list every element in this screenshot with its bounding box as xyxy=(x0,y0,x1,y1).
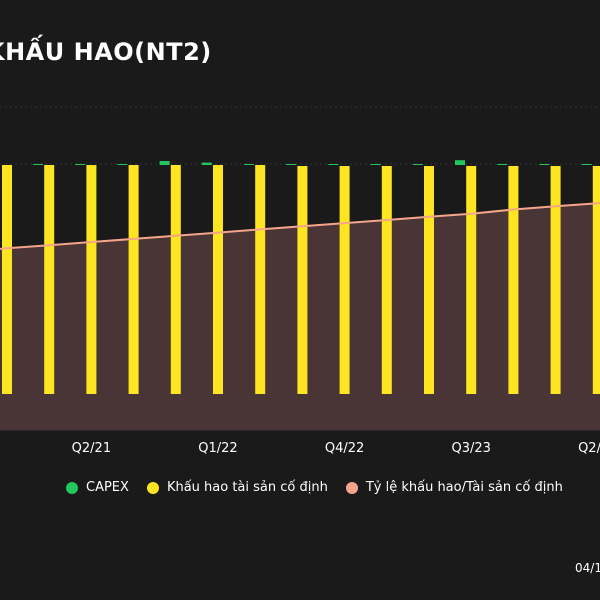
capex-legend-icon xyxy=(66,481,78,494)
depreciation-bar xyxy=(255,165,266,394)
depreciation-bar xyxy=(550,166,561,394)
chart-title: KHẤU HAO(NT2) xyxy=(0,38,212,66)
depreciation-bar xyxy=(339,166,350,394)
depreciation-legend-icon xyxy=(146,481,159,494)
capex-bar xyxy=(286,164,297,165)
depreciation-bar xyxy=(170,165,181,394)
capex-bar xyxy=(412,164,423,165)
ratio-legend-icon xyxy=(345,481,358,494)
depreciation-bar xyxy=(213,165,223,394)
ratio-line xyxy=(0,201,600,250)
capex-bar xyxy=(117,164,128,165)
depreciation-bar xyxy=(86,165,97,394)
capex-bar xyxy=(328,164,339,165)
x-tick-label: Q2/24 xyxy=(578,441,600,456)
depreciation-bar xyxy=(424,166,434,394)
depreciation-bar xyxy=(381,166,392,394)
legend-label-depreciation: Khấu hao tài sản cố định xyxy=(166,480,328,495)
capex-bar xyxy=(75,164,86,165)
capex-bar xyxy=(455,160,465,165)
depreciation-bar xyxy=(466,166,477,394)
legend-item-depreciation[interactable]: Khấu hao tài sản cố định xyxy=(146,480,328,495)
x-axis-ticks: Q2/21 Q1/22 Q4/22 Q3/23 Q2/24 xyxy=(72,441,600,456)
capex-bar xyxy=(244,164,254,165)
depreciation-bar xyxy=(508,166,519,394)
legend-item-capex[interactable]: CAPEX xyxy=(66,480,129,495)
capex-bar xyxy=(581,164,592,165)
x-tick-label: Q1/22 xyxy=(198,441,237,456)
capex-bar xyxy=(497,164,508,165)
depreciation-bar xyxy=(128,165,139,394)
capex-bars xyxy=(33,160,592,165)
legend-label-ratio: Tỷ lệ khấu hao/Tài sản cố định xyxy=(365,480,563,495)
capex-bar xyxy=(370,164,381,165)
legend-label-capex: CAPEX xyxy=(86,480,129,495)
capex-bar xyxy=(539,164,550,165)
x-tick-label: Q3/23 xyxy=(451,441,490,456)
legend-item-ratio[interactable]: Tỷ lệ khấu hao/Tài sản cố định xyxy=(345,480,563,495)
depreciation-bar xyxy=(297,166,308,394)
depreciation-bar xyxy=(2,165,12,394)
ratio-line-path xyxy=(0,201,600,250)
legend: CAPEX Khấu hao tài sản cố định Tỷ lệ khấ… xyxy=(66,480,581,495)
capex-bar xyxy=(201,162,212,165)
depreciation-bar xyxy=(592,166,600,394)
capex-bar xyxy=(159,161,170,165)
date-label: 04/1 xyxy=(575,561,600,575)
x-tick-label: Q2/21 xyxy=(72,441,111,456)
depreciation-bars xyxy=(2,165,600,394)
capex-bar xyxy=(33,164,43,165)
depreciation-bar xyxy=(44,165,55,394)
x-tick-label: Q4/22 xyxy=(325,441,364,456)
